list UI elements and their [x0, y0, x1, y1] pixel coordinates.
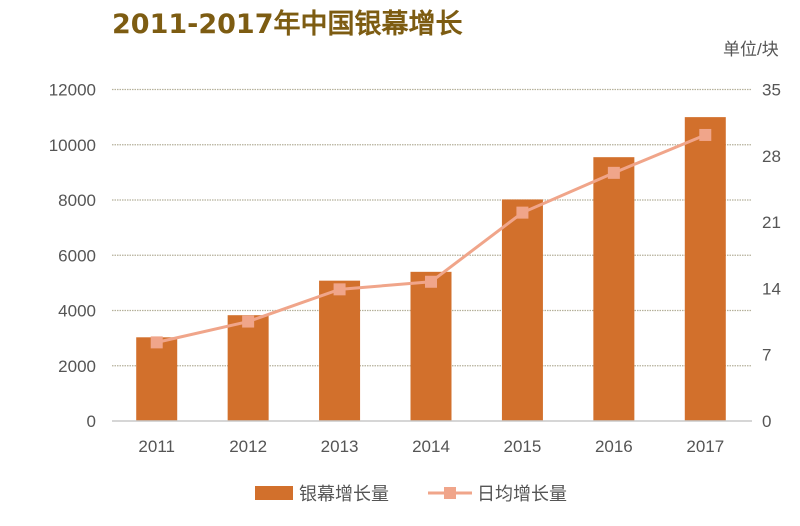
- line-point-2014: [425, 275, 437, 288]
- bar-2016: [593, 157, 635, 421]
- left-tick-label: 8000: [58, 191, 96, 210]
- bar-2015: [501, 199, 543, 421]
- right-axis-unit-label: 单位/块: [723, 40, 779, 59]
- line-point-2016: [607, 166, 620, 179]
- right-tick-label: 7: [762, 346, 771, 365]
- x-tick-label: 2016: [595, 437, 633, 456]
- left-tick-label: 0: [87, 412, 96, 431]
- right-tick-label: 0: [762, 412, 771, 431]
- line-point-2017: [699, 128, 712, 141]
- legend-swatch-bar: [255, 486, 293, 500]
- bar-2014: [410, 271, 452, 421]
- left-tick-label: 4000: [58, 302, 96, 321]
- bar-2012: [227, 315, 269, 421]
- bar-2013: [319, 280, 361, 421]
- x-tick-label: 2012: [229, 437, 267, 456]
- x-tick-label: 2013: [321, 437, 359, 456]
- right-tick-label: 35: [762, 81, 781, 100]
- left-tick-label: 6000: [58, 246, 96, 265]
- right-tick-label: 14: [762, 279, 781, 298]
- legend-label-line: 日均增长量: [477, 484, 567, 504]
- legend-label-bar: 银幕增长量: [299, 484, 389, 504]
- right-tick-label: 21: [762, 213, 781, 232]
- line-point-2011: [150, 336, 163, 349]
- bar-2011: [136, 337, 178, 421]
- legend-swatch-marker: [444, 487, 456, 499]
- x-tick-label: 2017: [686, 437, 724, 456]
- line-point-2015: [516, 206, 529, 219]
- line-point-2013: [333, 283, 346, 296]
- chart-title: 2011-2017年中国银幕增长: [112, 9, 463, 40]
- right-tick-label: 28: [762, 147, 781, 166]
- bar-2017: [684, 117, 726, 421]
- x-tick-label: 2015: [504, 437, 542, 456]
- line-point-2012: [242, 315, 255, 328]
- left-tick-label: 10000: [49, 136, 96, 155]
- x-tick-label: 2014: [412, 437, 450, 456]
- left-tick-label: 2000: [58, 357, 96, 376]
- left-tick-label: 12000: [49, 81, 96, 100]
- x-tick-label: 2011: [138, 437, 175, 456]
